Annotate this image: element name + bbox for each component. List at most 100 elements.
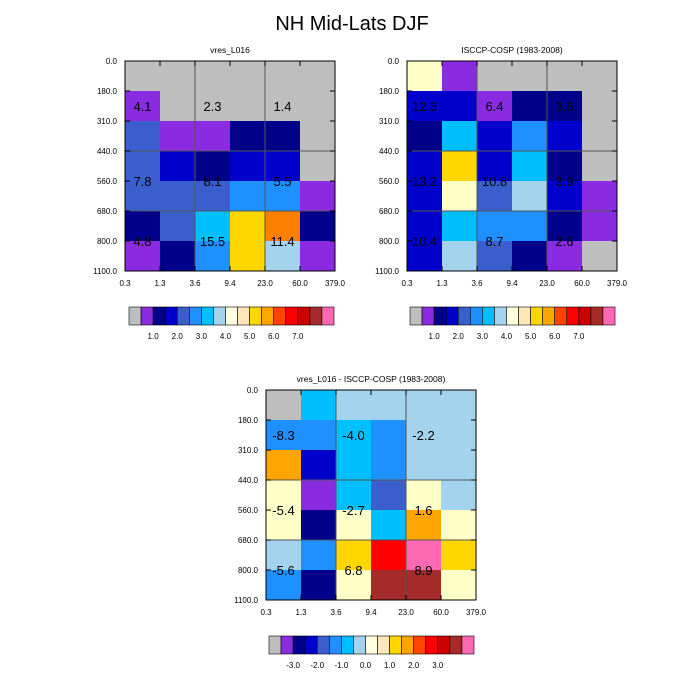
- heatmap-cell: [371, 420, 407, 451]
- colorbar-swatch: [285, 306, 299, 326]
- colorbar-swatch: [506, 306, 519, 326]
- colorbar-swatch: [389, 635, 402, 655]
- y-tick-label: 310.0: [238, 446, 259, 455]
- colorbar-swatch: [578, 306, 592, 326]
- colorbar-swatch: [304, 635, 318, 655]
- y-tick-label: 560.0: [379, 177, 400, 186]
- colorbar-tick-label: 2.0: [172, 332, 184, 341]
- heatmap-cell: [407, 151, 443, 182]
- heatmap-cell: [266, 420, 302, 451]
- colorbar-swatch: [249, 306, 262, 326]
- value-annotation: -2.2: [412, 428, 434, 443]
- heatmap-cell: [547, 91, 583, 122]
- y-tick-label: 1100.0: [93, 267, 117, 276]
- colorbar-swatch: [188, 306, 202, 326]
- colorbar-swatch: [273, 306, 287, 326]
- x-tick-label: 379.0: [325, 279, 346, 288]
- colorbar-swatch: [152, 306, 166, 326]
- colorbar-swatch: [445, 306, 459, 326]
- colorbar-swatch: [128, 306, 142, 326]
- panels-group: 0.3 1.3 3.6 9.4 23.0 60.0 379.0 0.0 180.0 310.0 44…: [93, 45, 627, 617]
- y-tick-label: 0.0: [106, 57, 118, 66]
- heatmap-cell: [582, 151, 618, 182]
- x-tick-label: 3.6: [189, 279, 201, 288]
- heatmap-cell: [406, 450, 442, 481]
- heatmap-cell: [442, 121, 478, 152]
- heatmap-cell: [300, 91, 336, 122]
- heatmap-cell: [300, 181, 336, 212]
- value-annotation: 5.5: [273, 174, 291, 189]
- heatmap-cell: [406, 480, 442, 511]
- x-tick-label: 9.4: [365, 608, 377, 617]
- y-tick-label: 560.0: [238, 506, 259, 515]
- x-tick-label: 60.0: [433, 608, 449, 617]
- heatmap-cell: [407, 241, 443, 272]
- colorbar-swatch: [566, 306, 580, 326]
- heatmap-cell: [301, 450, 337, 481]
- colorbar-swatch: [469, 306, 483, 326]
- colorbar-swatch: [530, 306, 543, 326]
- heatmap-cell: [582, 241, 618, 272]
- heatmap-cell: [442, 241, 478, 272]
- colorbar-swatch: [353, 635, 366, 655]
- heatmap-cell: [441, 510, 477, 541]
- colorbar-tick-label: 6.0: [549, 332, 561, 341]
- x-tick-label: 23.0: [539, 279, 555, 288]
- heatmap-cell: [125, 151, 161, 182]
- x-tick-label: 23.0: [398, 608, 414, 617]
- colorbar-tick-label: 1.0: [384, 661, 396, 670]
- colorbar-1: 1.0 2.0 3.0 4.0 5.0 6.0 7.0: [128, 306, 335, 341]
- heatmap-cell: [336, 450, 372, 481]
- colorbar-tick-label: 5.0: [244, 332, 256, 341]
- colorbar-swatch: [176, 306, 190, 326]
- value-annotation: -8.3: [272, 428, 294, 443]
- heatmap-cell: [230, 121, 266, 152]
- colorbar-swatch: [377, 635, 390, 655]
- heatmap-cell: [160, 91, 196, 122]
- colorbar-swatch: [518, 306, 531, 326]
- heatmap-cell: [512, 181, 548, 212]
- heatmap-cell: [371, 480, 407, 511]
- colorbar-swatch: [225, 306, 238, 326]
- value-annotation: -2.7: [342, 503, 364, 518]
- colorbar-swatch: [433, 306, 447, 326]
- colorbar-tick-label: 3.0: [477, 332, 489, 341]
- heatmap-cell: [125, 181, 161, 212]
- colorbar-tick-label: 1.0: [148, 332, 160, 341]
- colorbar-swatch: [401, 635, 415, 655]
- colorbar-tick-label: 3.0: [432, 661, 444, 670]
- y-tick-label: 0.0: [247, 386, 259, 395]
- colorbar-swatch: [321, 306, 335, 326]
- heatmap-cell: [195, 91, 231, 122]
- y-tick-label: 310.0: [97, 117, 118, 126]
- y-tick-label: 180.0: [238, 416, 259, 425]
- heatmap-panel-3: 0.3 1.3 3.6 9.4 23.0 60.0 379.0 0.0 180.0 310.0 44…: [234, 374, 486, 617]
- value-annotation: 10.8: [482, 174, 507, 189]
- y-tick-label: 800.0: [379, 237, 400, 246]
- heatmap-cell: [547, 151, 583, 182]
- heatmap-cell: [442, 211, 478, 242]
- heatmap-cell: [512, 211, 548, 242]
- value-annotation: 1.6: [414, 503, 432, 518]
- colorbar-swatch: [201, 306, 214, 326]
- heatmap-cell: [406, 540, 442, 571]
- heatmap-cell: [125, 211, 161, 242]
- heatmap-cell: [512, 241, 548, 272]
- heatmap-cell: [160, 121, 196, 152]
- colorbar-tick-label: 2.0: [453, 332, 465, 341]
- colorbar-swatch: [280, 635, 294, 655]
- heatmap-cell: [407, 211, 443, 242]
- heatmap-cell: [441, 570, 477, 601]
- heatmap-cell: [442, 61, 478, 92]
- heatmap-cell: [582, 61, 618, 92]
- y-tick-label: 1100.0: [234, 596, 258, 605]
- colorbar-swatch: [409, 306, 423, 326]
- panel-title: vres_L016: [210, 45, 250, 55]
- colorbar-swatch: [413, 635, 427, 655]
- heatmap-cell: [407, 121, 443, 152]
- heatmap-cell: [230, 241, 266, 272]
- heatmap-cell: [160, 151, 196, 182]
- colorbar-swatch: [494, 306, 507, 326]
- heatmap-cell: [547, 241, 583, 272]
- value-annotation: 8.7: [485, 234, 503, 249]
